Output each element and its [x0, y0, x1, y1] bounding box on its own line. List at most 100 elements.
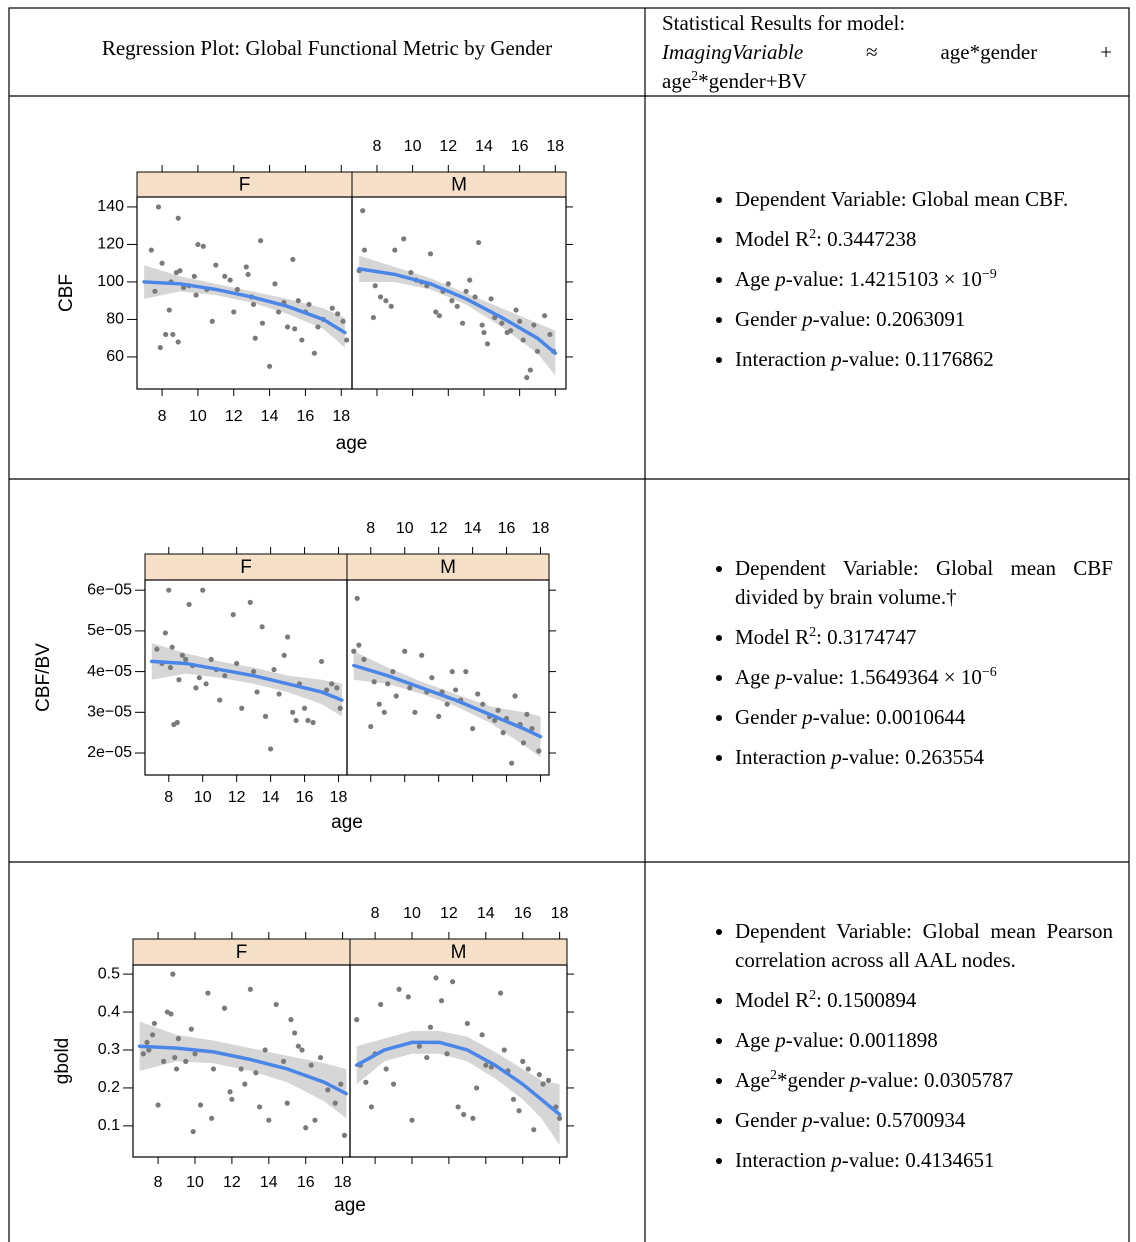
x-tick-label: 10	[189, 408, 207, 425]
data-point	[234, 286, 240, 293]
panel-border	[346, 579, 550, 776]
data-point	[405, 994, 411, 1000]
x-tick-label: 8	[371, 905, 380, 922]
result-item: Interaction p-value: 0.4134651	[735, 1146, 1113, 1175]
text-segment: Age	[735, 1068, 770, 1092]
x-tick-label: 10	[403, 905, 421, 922]
data-point	[438, 998, 445, 1004]
data-point	[308, 1062, 314, 1068]
fit-line	[354, 1040, 562, 1117]
y-axis-label: CBF/BV	[33, 643, 54, 712]
data-point	[536, 748, 542, 754]
data-point	[383, 298, 389, 304]
data-point	[154, 646, 160, 652]
data-point	[520, 1058, 526, 1064]
text-segment: -value: 0.2063091	[812, 307, 966, 331]
data-point	[203, 681, 209, 687]
data-point	[449, 668, 455, 675]
x-tick-label: 12	[228, 789, 246, 806]
result-item: Dependent Variable: Global mean CBF divi…	[735, 554, 1113, 612]
x-tick-label: 16	[498, 520, 516, 537]
result-item: Gender p-value: 0.2063091	[735, 305, 1113, 334]
data-point	[449, 979, 456, 985]
data-point	[481, 329, 487, 336]
x-axis-label: age	[331, 812, 363, 833]
data-point	[175, 215, 181, 221]
data-point	[393, 693, 399, 699]
data-point	[179, 652, 185, 658]
result-item: Gender p-value: 0.0010644	[735, 703, 1113, 732]
data-point	[501, 1047, 507, 1053]
data-point	[303, 1125, 309, 1131]
text-segment: : 0.3174747	[816, 625, 917, 649]
y-tick-label: 100	[97, 273, 124, 290]
data-point	[144, 1039, 150, 1046]
data-point	[334, 685, 340, 691]
text-segment: Age	[735, 665, 776, 689]
strip	[132, 938, 351, 966]
data-point	[444, 1051, 450, 1057]
data-point	[293, 717, 299, 724]
result-item: Age p-value: 0.0011898	[735, 1026, 1113, 1055]
data-point	[168, 1011, 174, 1017]
data-point	[335, 311, 341, 317]
data-point	[205, 990, 211, 996]
x-tick-label: 12	[225, 408, 243, 425]
data-point	[427, 1024, 434, 1030]
data-point	[149, 1032, 156, 1038]
text-segment: 2	[809, 227, 817, 242]
text-segment: -value: 0.5700934	[812, 1108, 966, 1132]
data-point	[177, 268, 183, 274]
strip-label: F	[236, 942, 248, 963]
data-point	[222, 273, 228, 279]
data-point	[229, 1096, 235, 1102]
text-segment: p	[775, 665, 786, 689]
x-tick-label: 16	[511, 138, 529, 155]
data-point	[172, 1054, 178, 1061]
data-point	[268, 746, 274, 752]
text-segment: p	[831, 1148, 842, 1172]
x-tick-label: 12	[439, 138, 457, 155]
data-point	[436, 313, 442, 319]
text-segment: 2	[809, 988, 817, 1003]
y-tick-label: 120	[97, 236, 124, 253]
data-point	[531, 322, 537, 328]
y-axis-label: gbold	[52, 1038, 73, 1085]
data-point	[273, 1001, 279, 1008]
text-segment: : 0.1500894	[816, 988, 917, 1012]
data-point	[444, 701, 450, 707]
result-item: Age p-value: 1.4215103 × 10−9	[735, 265, 1113, 294]
data-point	[508, 328, 514, 334]
y-axis-label: CBF	[56, 274, 77, 312]
data-point	[148, 247, 154, 253]
strip	[346, 553, 550, 581]
data-point	[266, 363, 273, 369]
data-point	[337, 705, 343, 711]
data-point	[356, 642, 362, 648]
text-segment: -value: 1.5649364 × 10	[785, 665, 982, 689]
text-segment: +	[1100, 40, 1112, 64]
data-point	[315, 324, 321, 330]
data-point	[209, 1115, 215, 1121]
data-point	[409, 1117, 415, 1123]
strip-label: M	[440, 557, 456, 578]
text-segment: Interaction	[735, 745, 832, 769]
data-point	[295, 298, 301, 304]
data-point	[377, 294, 384, 300]
data-point	[174, 719, 180, 726]
data-point	[527, 367, 533, 373]
data-point	[140, 1051, 146, 1057]
x-tick-label: 10	[396, 520, 414, 537]
text-segment: Model R	[735, 625, 810, 649]
results-column-header: Statistical Results for model: ImagingVa…	[662, 9, 1112, 96]
data-point	[445, 281, 451, 287]
data-point	[239, 705, 245, 711]
data-point	[183, 656, 189, 662]
text-segment: p	[831, 745, 842, 769]
y-tick-label: 2e−05	[87, 744, 132, 761]
data-point	[155, 204, 162, 210]
text-segment: p	[831, 347, 842, 371]
table-border	[8, 7, 1130, 1242]
data-point	[258, 238, 264, 244]
data-point	[175, 339, 181, 345]
